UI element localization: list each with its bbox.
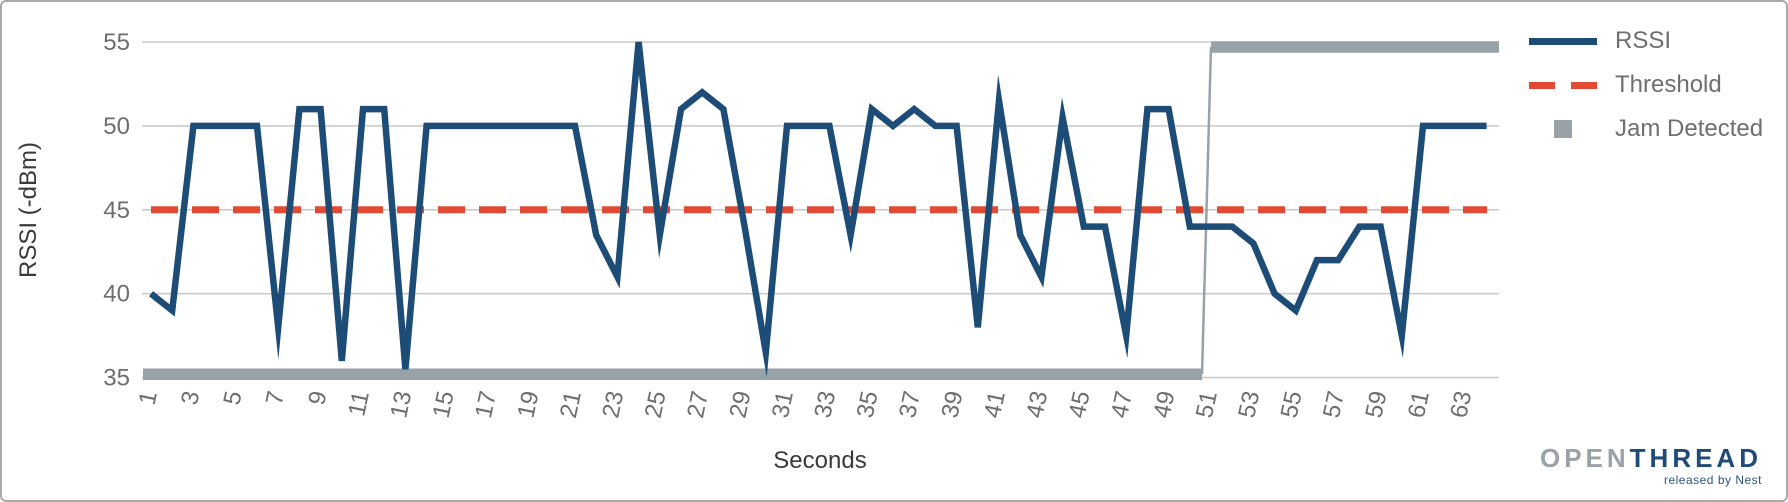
x-tick-label: 13 xyxy=(385,389,417,421)
threshold-dash-swatch-icon xyxy=(1529,81,1597,89)
x-tick-label: 23 xyxy=(597,389,629,421)
rssi-line-swatch-icon xyxy=(1529,37,1597,45)
x-tick-label: 17 xyxy=(470,389,502,421)
y-tick-label: 50 xyxy=(103,113,130,140)
y-axis-title: RSSI (-dBm) xyxy=(15,142,42,278)
logo-thread-text: THREAD xyxy=(1629,443,1762,473)
x-tick-label: 57 xyxy=(1318,389,1350,421)
jam-detected-series xyxy=(143,41,1499,380)
x-tick-label: 19 xyxy=(513,389,545,421)
x-tick-label: 7 xyxy=(261,389,290,408)
logo-tagline: released by Nest xyxy=(1663,473,1762,487)
x-tick-label: 37 xyxy=(894,389,926,421)
legend-label-jam-detected: Jam Detected xyxy=(1615,115,1764,142)
openthread-logo: OPENTHREAD released by Nest xyxy=(1540,445,1762,487)
y-tick-label: 35 xyxy=(103,365,130,392)
x-tick-label: 49 xyxy=(1149,389,1181,421)
x-tick-label: 3 xyxy=(176,389,205,408)
rssi-line xyxy=(148,41,1487,378)
y-tick-labels: 35 40 45 50 55 xyxy=(103,29,130,392)
jam-high-bar xyxy=(1211,41,1499,53)
jam-square-swatch-icon xyxy=(1529,120,1597,138)
x-tick-labels: 1 3 5 7 9 11 13 15 17 19 21 23 25 27 29 31 33 35 37 39 41 43 4… xyxy=(134,389,1478,421)
x-tick-label: 43 xyxy=(1021,389,1053,421)
x-tick-label: 11 xyxy=(343,389,375,419)
jam-transition-line xyxy=(1200,46,1213,375)
x-tick-label: 1 xyxy=(134,389,163,408)
x-axis-title: Seconds xyxy=(773,447,866,474)
x-tick-label: 55 xyxy=(1276,389,1308,421)
y-tick-label: 55 xyxy=(103,29,130,56)
x-tick-label: 27 xyxy=(682,389,714,421)
x-tick-label: 15 xyxy=(428,389,460,421)
x-tick-label: 9 xyxy=(303,389,332,408)
x-tick-label: 45 xyxy=(1064,389,1096,421)
x-tick-label: 53 xyxy=(1233,389,1265,421)
x-tick-label: 61 xyxy=(1403,389,1435,421)
legend-item-jam-detected: Jam Detected xyxy=(1529,114,1763,144)
x-tick-label: 35 xyxy=(852,389,884,421)
y-tick-label: 45 xyxy=(103,197,130,224)
x-tick-label: 33 xyxy=(809,389,841,421)
x-tick-label: 41 xyxy=(979,389,1011,421)
legend-label-threshold: Threshold xyxy=(1615,71,1722,98)
logo-open-text: OPEN xyxy=(1539,443,1630,473)
legend-item-threshold: Threshold xyxy=(1529,70,1763,100)
x-tick-label: 51 xyxy=(1191,389,1223,421)
x-tick-label: 63 xyxy=(1445,389,1477,421)
openthread-wordmark: OPENTHREAD xyxy=(1540,445,1762,471)
x-tick-label: 25 xyxy=(640,389,672,421)
x-tick-label: 59 xyxy=(1361,389,1393,421)
x-tick-label: 5 xyxy=(218,389,247,408)
x-tick-label: 29 xyxy=(725,389,757,421)
x-tick-label: 39 xyxy=(937,389,969,421)
rssi-polyline xyxy=(148,41,1487,378)
x-tick-label: 21 xyxy=(555,389,587,421)
legend-label-rssi: RSSI xyxy=(1615,27,1672,54)
chart-legend: RSSI Threshold Jam Detected xyxy=(1529,26,1763,158)
y-tick-label: 40 xyxy=(103,281,130,308)
legend-item-rssi: RSSI xyxy=(1529,26,1763,56)
x-tick-label: 31 xyxy=(767,389,799,421)
jam-low-bar xyxy=(143,368,1202,380)
x-tick-label: 47 xyxy=(1106,389,1138,421)
